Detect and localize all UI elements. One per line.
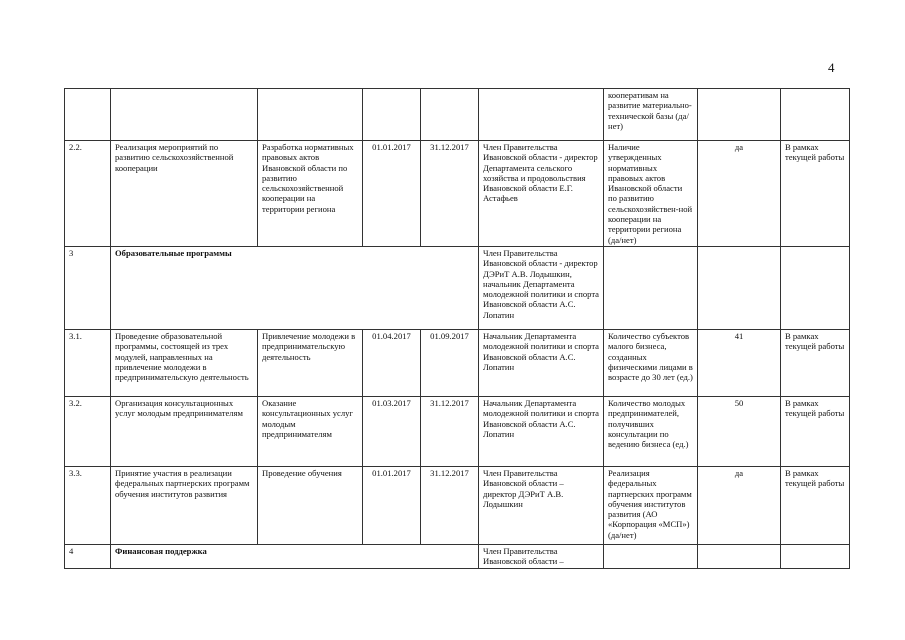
section-row: 3 Образовательные программы Член Правитель… bbox=[64, 245, 850, 330]
cell-value: 50 bbox=[697, 395, 781, 467]
cell-responsible: Начальник Департамента молодежной полити… bbox=[478, 395, 604, 467]
cell-end bbox=[420, 88, 479, 141]
cell-section: Финансовая поддержка bbox=[110, 543, 479, 569]
cell-value: да bbox=[697, 140, 781, 247]
cell-responsible: Член Правительства Ивановской области - … bbox=[478, 245, 604, 330]
cell-empty bbox=[697, 543, 781, 569]
cell-end: 31.12.2017 bbox=[420, 465, 479, 545]
plan-table: кооперативам на развитие материально-тех… bbox=[64, 88, 850, 569]
cell-start bbox=[362, 88, 421, 141]
cell-num: 3.1. bbox=[64, 328, 111, 397]
page-number: 4 bbox=[828, 60, 835, 75]
cell-start: 01.01.2017 bbox=[362, 465, 421, 545]
cell-num: 4 bbox=[64, 543, 111, 569]
cell-empty bbox=[780, 543, 850, 569]
section-row: 4 Финансовая поддержка Член Правительства … bbox=[64, 543, 850, 569]
cell-empty bbox=[780, 245, 850, 330]
cell-indicator: кооперативам на развитие материально-тех… bbox=[603, 88, 698, 141]
table-row: 2.2. Реализация мероприятий по развитию с… bbox=[64, 140, 850, 247]
table-row: 3.3. Принятие участия в реализации федера… bbox=[64, 465, 850, 545]
cell-result bbox=[257, 88, 363, 141]
cell-num: 3 bbox=[64, 245, 111, 330]
cell-result: Оказание консультационных услуг молодым … bbox=[257, 395, 363, 467]
cell-num: 3.3. bbox=[64, 465, 111, 545]
cell-source: В рамках текущей работы bbox=[780, 395, 850, 467]
cell-value: 41 bbox=[697, 328, 781, 397]
cell-value bbox=[697, 88, 781, 141]
cell-start: 01.03.2017 bbox=[362, 395, 421, 467]
cell-name: Реализация мероприятий по развитию сельс… bbox=[110, 140, 258, 247]
cell-num: 2.2. bbox=[64, 140, 111, 247]
cell-num: 3.2. bbox=[64, 395, 111, 467]
cell-name: Проведение образовательной программы, со… bbox=[110, 328, 258, 397]
cell-source: В рамках текущей работы bbox=[780, 465, 850, 545]
cell-responsible: Член Правительства Ивановской области - … bbox=[478, 140, 604, 247]
cell-end: 31.12.2017 bbox=[420, 140, 479, 247]
cell-empty bbox=[697, 245, 781, 330]
cell-empty bbox=[603, 543, 698, 569]
cell-name: Принятие участия в реализации федеральны… bbox=[110, 465, 258, 545]
cell-empty bbox=[603, 245, 698, 330]
cell-responsible: Член Правительства Ивановской области – bbox=[478, 543, 604, 569]
cell-end: 31.12.2017 bbox=[420, 395, 479, 467]
cell-responsible: Начальник Департамента молодежной полити… bbox=[478, 328, 604, 397]
cell-result: Разработка нормативных правовых актов Ив… bbox=[257, 140, 363, 247]
cell-result: Проведение обучения bbox=[257, 465, 363, 545]
cell-start: 01.01.2017 bbox=[362, 140, 421, 247]
cell-responsible: Член Правительства Ивановской области – … bbox=[478, 465, 604, 545]
cell-source: В рамках текущей работы bbox=[780, 140, 850, 247]
cell-section: Образовательные программы bbox=[110, 245, 479, 330]
table-row: 3.1. Проведение образовательной программы… bbox=[64, 328, 850, 397]
cell-indicator: Количество субъектов малого бизнеса, соз… bbox=[603, 328, 698, 397]
cell-indicator: Количество молодых предпринимателей, пол… bbox=[603, 395, 698, 467]
cell-name bbox=[110, 88, 258, 141]
cell-indicator: Реализация федеральных партнерских прогр… bbox=[603, 465, 698, 545]
cell-source: В рамках текущей работы bbox=[780, 328, 850, 397]
cell-value: да bbox=[697, 465, 781, 545]
cell-indicator: Наличие утвержденных нормативных правовы… bbox=[603, 140, 698, 247]
cell-num bbox=[64, 88, 111, 141]
cell-name: Организация консультационных услуг молод… bbox=[110, 395, 258, 467]
table-row: 3.2. Организация консультационных услуг м… bbox=[64, 395, 850, 467]
table-row: кооперативам на развитие материально-тех… bbox=[64, 88, 850, 141]
cell-result: Привлечение молодежи в предпринимательск… bbox=[257, 328, 363, 397]
cell-start: 01.04.2017 bbox=[362, 328, 421, 397]
cell-end: 01.09.2017 bbox=[420, 328, 479, 397]
cell-responsible bbox=[478, 88, 604, 141]
cell-source bbox=[780, 88, 850, 141]
